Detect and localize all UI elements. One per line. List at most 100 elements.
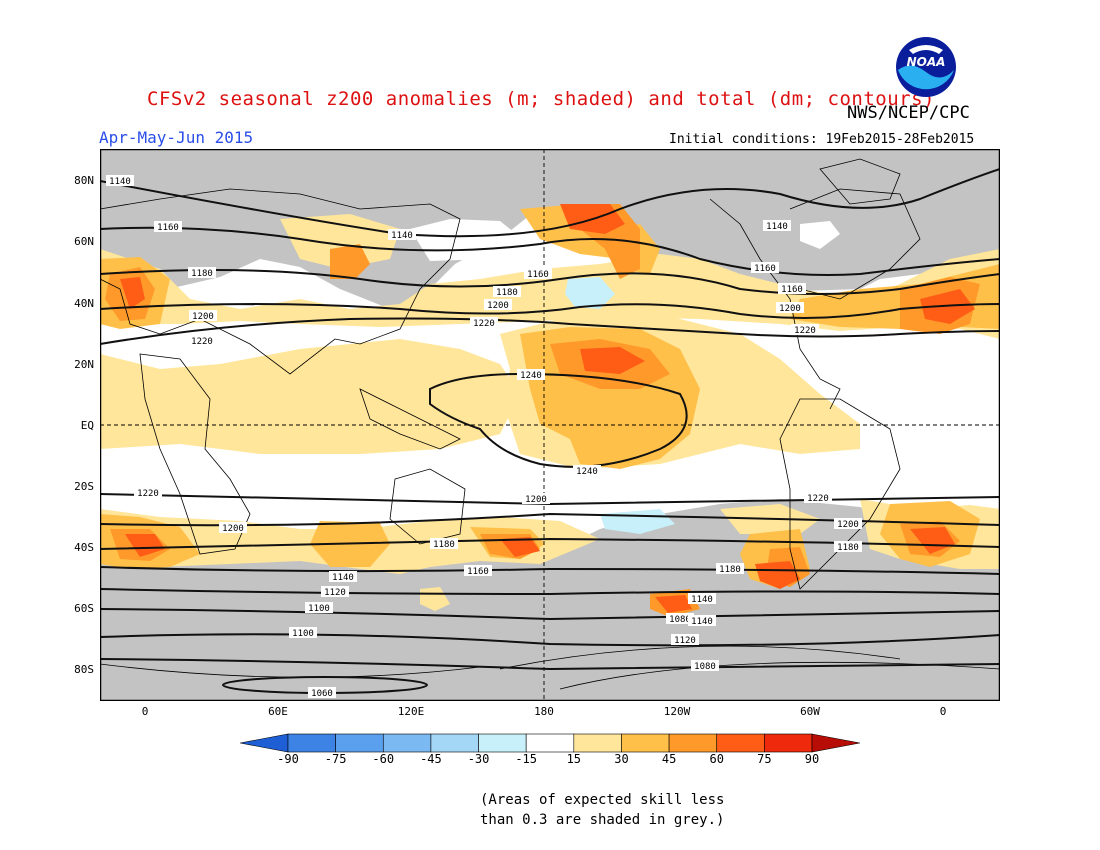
contour-label-bg [321, 586, 349, 597]
contour-label-bg [289, 627, 317, 638]
colorbar-box [335, 733, 384, 753]
contour-label: 1220 [191, 337, 213, 347]
colorbar-arrow-low [240, 733, 289, 753]
contour-label-bg [834, 541, 862, 552]
contour-label-bg [308, 687, 336, 698]
contour-label: 1160 [467, 567, 489, 577]
lon-label-0-right: 0 [939, 705, 947, 718]
colorbar-tick-label: 45 [661, 752, 677, 766]
noaa-logo: NOAA [896, 37, 956, 97]
colorbar-tick-label: -45 [420, 752, 442, 766]
contour-label-bg [430, 538, 458, 549]
lon-label-120e: 120E [397, 705, 425, 718]
contour-label-bg [522, 493, 550, 504]
colorbar-box [430, 733, 479, 753]
contour-label-bg [484, 299, 512, 310]
lat-label-40s: 40S [74, 541, 94, 554]
contour-label: 1140 [691, 617, 713, 627]
lat-label-80s: 80S [74, 663, 94, 676]
contour-label: 1160 [781, 285, 803, 295]
contour-label-bg [666, 613, 694, 624]
colorbar-tick-label: -60 [372, 752, 395, 766]
lon-label-60w: 60W [800, 705, 820, 718]
colorbar-tick-label: 75 [757, 752, 772, 766]
contour-label: 1140 [391, 231, 413, 241]
contour-label-bg [688, 593, 716, 604]
lon-label-180: 180 [534, 705, 554, 718]
contour-label: 1180 [496, 288, 518, 298]
contour-label: 1200 [525, 495, 547, 505]
lat-label-20n: 20N [74, 358, 94, 371]
colorbar-box [668, 733, 718, 753]
colorbar-tick-label: -90 [277, 752, 299, 766]
contour-label: 1240 [576, 467, 598, 477]
contour-label-bg [517, 369, 545, 380]
map-frame [100, 149, 1000, 701]
lon-label-120w: 120W [663, 705, 691, 718]
contour-label: 1120 [324, 588, 346, 598]
initial-conditions-label: Initial conditions: 19Feb2015-28Feb2015 [669, 132, 975, 147]
contour-label: 1180 [433, 540, 455, 550]
contour-label-bg [671, 634, 699, 645]
colorbar-box [573, 733, 622, 753]
contour-label-bg [464, 565, 492, 576]
contour-label: 1160 [157, 223, 179, 233]
agency-label: NWS/NCEP/CPC [847, 103, 970, 123]
colorbar-box [525, 733, 575, 753]
contour-label-bg [154, 221, 182, 232]
contour-label-bg [691, 660, 719, 671]
colorbar-tick-label: 30 [614, 752, 629, 766]
contour-label: 1200 [222, 524, 244, 534]
colorbar [240, 733, 860, 753]
colorbar-box [764, 733, 813, 753]
contour-label-bg [305, 602, 333, 613]
contour-label: 1220 [794, 326, 816, 336]
contour-label-group: 1140 1160 1180 1200 1220 1140 1180 1200 1220 1160… [106, 175, 862, 699]
contour-label-bg [219, 522, 247, 533]
colorbar-tick-label: -75 [324, 752, 347, 766]
contour-label-bg [716, 563, 744, 574]
lat-label-80n: 80N [74, 174, 94, 187]
colorbar-tick-label: -15 [515, 752, 538, 766]
contour-label-bg [329, 571, 357, 582]
colorbar-box [382, 733, 432, 753]
lat-label-eq: EQ [80, 419, 94, 432]
lon-label-0: 0 [141, 705, 149, 718]
contour-label-bg [778, 283, 806, 294]
contour-label-bg [573, 465, 601, 476]
colorbar-box [478, 733, 527, 753]
contour-label: 1200 [837, 520, 859, 530]
contour-label: 1120 [674, 636, 696, 646]
contour-label-bg [189, 310, 217, 321]
contour-label: 1140 [766, 222, 788, 232]
contour-label: 1100 [292, 629, 314, 639]
contour-label: 1200 [192, 312, 214, 322]
season-label: Apr-May-Jun 2015 [99, 128, 254, 147]
contour-label-bg [776, 302, 804, 313]
contour-label-bg [188, 267, 216, 278]
contour-label: 1220 [807, 494, 829, 504]
contour-label-bg [688, 615, 716, 626]
colorbar-tick-label: -30 [467, 752, 490, 766]
lon-label-60e: 60E [268, 705, 288, 718]
contour-label: 1140 [332, 573, 354, 583]
contour-label: 1180 [837, 543, 859, 553]
contour-label: 1180 [191, 269, 213, 279]
contour-label-bg [791, 324, 819, 335]
contour-label: 1200 [779, 304, 801, 314]
colorbar-arrow-high [811, 733, 860, 753]
contour-label: 1240 [520, 371, 542, 381]
contour-label-bg [763, 220, 791, 231]
contour-label: 1160 [527, 270, 549, 280]
skill-note-line-2: than 0.3 are shaded in grey.) [480, 812, 725, 828]
anomaly-map: 1140 1160 1180 1200 1220 1140 1180 1200 1220 1160… [100, 149, 1000, 701]
lat-label-60s: 60S [74, 602, 94, 615]
lat-label-20s: 20S [74, 480, 94, 493]
contour-label: 1140 [691, 595, 713, 605]
noaa-logo-text: NOAA [907, 55, 946, 69]
map-title: CFSv2 seasonal z200 anomalies (m; shaded… [147, 88, 935, 110]
contour-label: 1220 [137, 489, 159, 499]
contour-label-bg [751, 262, 779, 273]
colorbar-box [621, 733, 670, 753]
contour-label: 1060 [311, 689, 333, 699]
